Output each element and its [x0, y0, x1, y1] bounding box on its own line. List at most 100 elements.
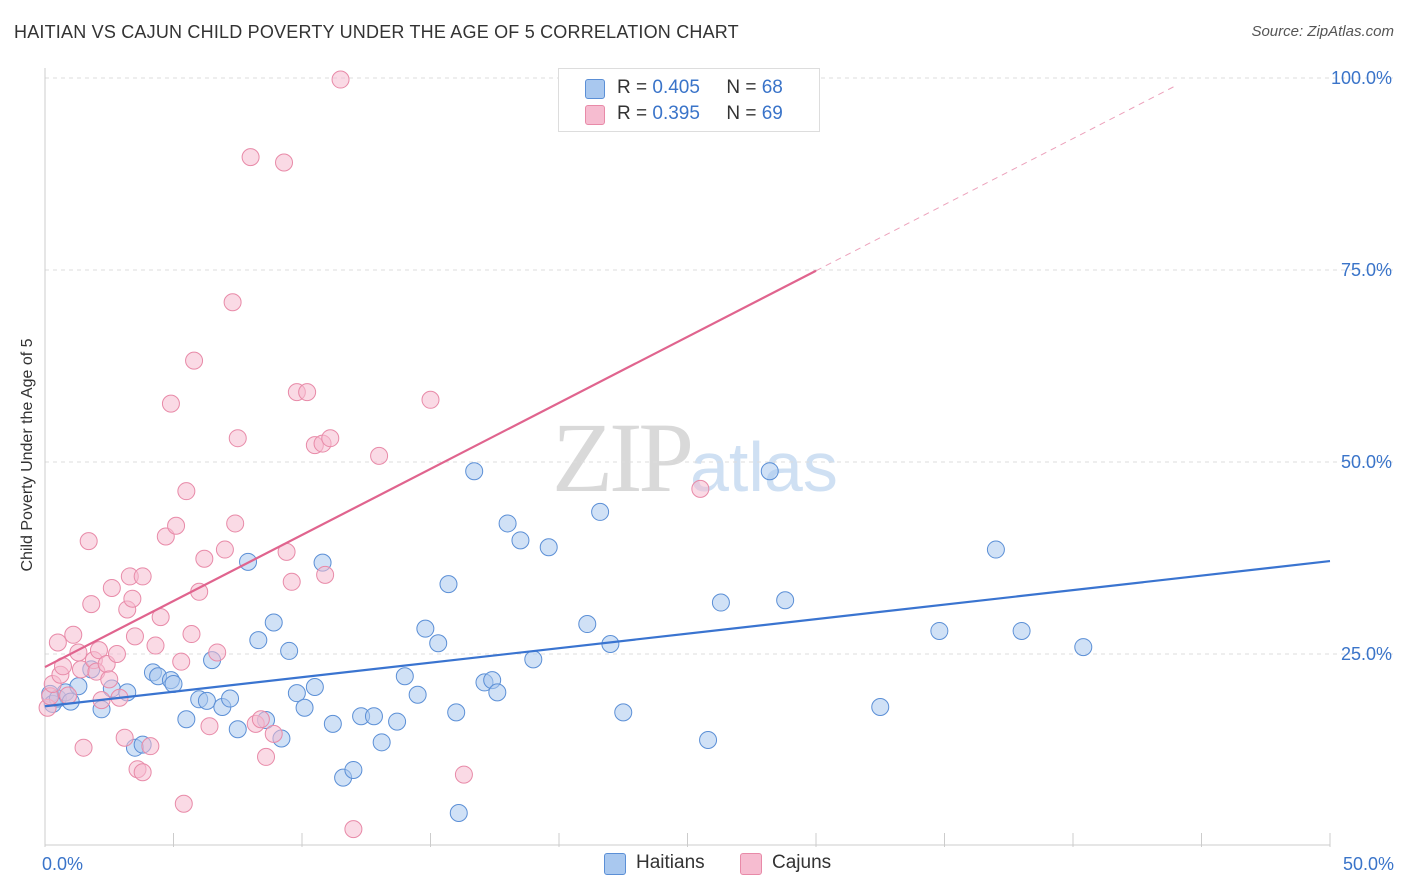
cajuns-legend-swatch	[740, 853, 762, 875]
haitian-point	[511, 531, 530, 550]
cajuns-n-value: 69	[761, 103, 783, 124]
cajuns-r-value: 0.395	[652, 103, 700, 124]
cajuns-trend-extension	[815, 85, 1177, 272]
cajun-point	[125, 627, 144, 646]
tick-label-layer: 25.0% 50.0% 75.0% 100.0% 0.0% 50.0%	[42, 68, 1394, 874]
haitian-point	[776, 591, 795, 610]
haitian-point	[429, 634, 448, 653]
cajun-point	[133, 763, 152, 782]
cajun-point	[141, 737, 160, 756]
haitian-point	[287, 684, 306, 703]
haitian-point	[614, 703, 633, 722]
haitians-r-label: R =	[617, 77, 648, 98]
cajun-point	[133, 567, 152, 586]
haitians-n-value: 68	[761, 77, 783, 98]
cajun-point	[59, 686, 78, 705]
correlation-legend: R = 0.405 N = 68 R = 0.395 N = 69	[558, 68, 820, 132]
legend-cajuns-text: R = 0.395 N = 69	[617, 103, 783, 125]
haitian-point	[395, 667, 414, 686]
haitian-point	[1012, 621, 1031, 640]
haitian-point	[364, 707, 383, 726]
cajun-point	[161, 394, 180, 413]
cajun-point	[298, 383, 317, 402]
haitian-point	[228, 720, 247, 739]
haitian-point	[416, 619, 435, 638]
cajun-point	[257, 747, 276, 766]
cajun-point	[100, 670, 119, 689]
haitians-r-value: 0.405	[652, 77, 700, 98]
cajun-point	[228, 429, 247, 448]
cajun-point	[264, 724, 283, 743]
cajun-point	[223, 293, 242, 312]
cajun-point	[115, 728, 134, 747]
cajun-point	[182, 625, 201, 644]
y-tick-label: 75.0%	[1341, 260, 1392, 280]
haitian-point	[465, 462, 484, 481]
haitians-trend-line	[44, 559, 1331, 708]
y-tick-label: 25.0%	[1341, 644, 1392, 664]
cajun-point	[691, 479, 710, 498]
haitian-point	[323, 714, 342, 733]
haitians-legend-swatch	[604, 853, 626, 875]
cajun-point	[208, 643, 227, 662]
haitian-point	[498, 514, 517, 533]
cajun-point	[454, 765, 473, 784]
cajun-point	[107, 645, 126, 663]
cajun-point	[146, 636, 165, 655]
haitian-point	[711, 593, 730, 612]
cajun-point	[82, 595, 101, 614]
haitian-point	[578, 615, 597, 634]
zipatlas-watermark: ZIPatlas	[552, 400, 838, 515]
haitian-point	[221, 689, 240, 708]
haitian-point	[344, 760, 363, 779]
cajun-point	[226, 514, 245, 533]
haitian-point	[280, 641, 299, 660]
cajuns-swatch	[585, 105, 605, 125]
cajun-point	[321, 429, 340, 448]
cajun-point	[316, 565, 335, 584]
cajun-point	[177, 482, 196, 501]
cajun-point	[74, 738, 93, 757]
haitian-point	[539, 538, 558, 557]
points-layer	[38, 70, 1093, 839]
cajun-point	[64, 625, 83, 644]
cajun-point	[79, 532, 98, 551]
cajun-point	[123, 589, 142, 608]
cajun-point	[195, 549, 214, 568]
cajun-point	[89, 641, 108, 660]
cajun-point	[331, 70, 350, 89]
source-credit: Source: ZipAtlas.com	[1251, 23, 1394, 40]
haitians-legend-label: Haitians	[636, 852, 705, 873]
cajun-point	[215, 540, 234, 559]
watermark-zip: ZIP	[552, 402, 694, 513]
cajun-point	[251, 710, 270, 729]
haitian-point	[295, 698, 314, 717]
haitian-point	[197, 691, 216, 710]
cajun-point	[241, 148, 260, 167]
haitian-point	[760, 462, 779, 481]
haitian-point	[305, 678, 324, 697]
haitian-point	[449, 803, 468, 822]
chart-title: HAITIAN VS CAJUN CHILD POVERTY UNDER THE…	[14, 22, 739, 42]
haitian-point	[408, 685, 427, 704]
haitians-n-label: N =	[726, 77, 757, 98]
x-tick-label-min: 0.0%	[42, 854, 83, 874]
haitian-point	[388, 712, 407, 731]
haitian-point	[488, 683, 507, 702]
cajun-point	[275, 153, 294, 172]
cajun-point	[370, 446, 389, 465]
haitians-swatch	[585, 79, 605, 99]
cajuns-r-label: R =	[617, 103, 648, 124]
haitian-point	[264, 613, 283, 632]
haitian-point	[439, 575, 458, 594]
cajun-point	[167, 516, 186, 535]
cajun-point	[200, 717, 219, 736]
haitian-point	[249, 631, 268, 650]
cajun-point	[421, 390, 440, 409]
legend-haitians-text: R = 0.405 N = 68	[617, 77, 783, 99]
cajun-point	[344, 820, 363, 839]
haitian-point	[164, 674, 183, 693]
cajun-point	[282, 572, 301, 591]
haitian-point	[447, 703, 466, 722]
